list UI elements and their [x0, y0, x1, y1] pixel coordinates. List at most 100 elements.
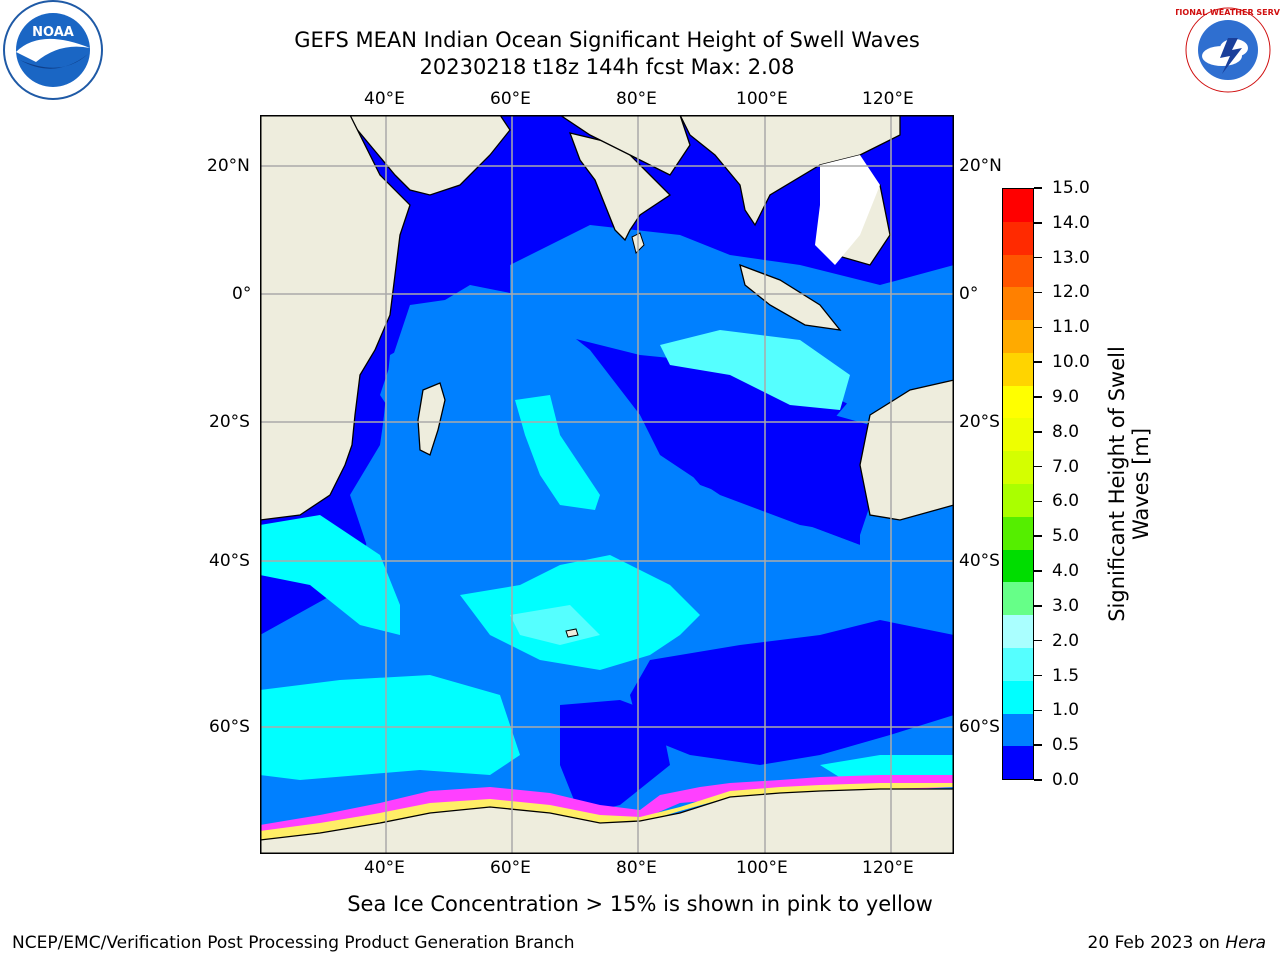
no-data-patch — [815, 155, 880, 265]
colorbar-tick-mark — [1034, 709, 1042, 712]
colorbar-label-line2: Waves [m] — [1129, 427, 1153, 541]
footer-date-text: 20 Feb 2023 on — [1087, 933, 1226, 953]
colorbar-segment — [1003, 713, 1033, 747]
lat-label-right: 40°S — [959, 551, 1000, 571]
footer-date: 20 Feb 2023 on Hera — [1088, 933, 1266, 953]
footer-machine-name: Hera — [1225, 933, 1266, 953]
lon-label-top: 100°E — [736, 89, 788, 109]
colorbar-segment — [1003, 320, 1033, 353]
colorbar-segment — [1003, 516, 1033, 550]
colorbar-tick-label: 13.0 — [1052, 247, 1090, 268]
colorbar-segment — [1003, 582, 1033, 616]
colorbar-tick-mark — [1034, 639, 1042, 642]
lon-label-bottom: 40°E — [364, 858, 405, 878]
map-title: GEFS MEAN Indian Ocean Significant Heigh… — [294, 28, 920, 52]
colorbar-tick-label: 15.0 — [1052, 178, 1090, 198]
colorbar-segment — [1003, 385, 1033, 419]
colorbar-tick-label: 7.0 — [1052, 456, 1080, 477]
lon-label-bottom: 100°E — [736, 858, 788, 878]
colorbar-tick-label: 11.0 — [1052, 317, 1090, 338]
colorbar-segment — [1003, 680, 1033, 714]
lon-label-bottom: 60°E — [490, 858, 531, 878]
colorbar-tick-mark — [1034, 222, 1042, 224]
colorbar-tick-label: 3.0 — [1052, 595, 1080, 616]
lon-label-bottom: 80°E — [616, 858, 657, 878]
land-africa — [260, 115, 411, 521]
colorbar-segment — [1003, 615, 1033, 648]
lon-label-bottom: 120°E — [862, 858, 914, 878]
colorbar-label-line1: Significant Height of Swell — [1105, 346, 1129, 622]
ocean-deep-east — [640, 395, 880, 535]
colorbar-segment — [1003, 549, 1033, 583]
ocean-mid-west — [380, 295, 490, 425]
colorbar-tick-mark — [1034, 361, 1042, 363]
colorbar-segment — [1003, 254, 1033, 288]
map-subtitle: 20230218 t18z 144h fcst Max: 2.08 — [419, 55, 795, 79]
colorbar-tick-label: 6.0 — [1052, 491, 1080, 512]
lon-label-top: 60°E — [490, 89, 531, 109]
wave-height-map — [260, 115, 954, 854]
swell-patch-east — [660, 330, 850, 410]
lat-label-right: 0° — [959, 284, 979, 304]
colorbar — [1002, 188, 1034, 780]
colorbar-segment — [1003, 418, 1033, 452]
lat-label-left: 20°S — [209, 412, 250, 432]
colorbar-tick-mark — [1034, 779, 1042, 781]
colorbar-segment — [1003, 287, 1033, 321]
land-australia — [859, 379, 954, 521]
colorbar-segment — [1003, 647, 1033, 681]
swell-patch-southwest — [260, 515, 400, 635]
colorbar-tick-mark — [1034, 256, 1042, 259]
lat-label-right: 60°S — [959, 717, 1000, 737]
colorbar-tick-label: 14.0 — [1052, 212, 1090, 233]
colorbar-tick-mark — [1034, 465, 1042, 468]
colorbar-segment — [1003, 352, 1033, 386]
colorbar-tick-label: 5.0 — [1052, 526, 1080, 547]
colorbar-tick-mark — [1034, 431, 1042, 433]
land-arabia — [260, 115, 511, 196]
colorbar-tick-label: 8.0 — [1052, 421, 1080, 442]
grid-lines — [260, 115, 954, 854]
colorbar-tick-label: 9.0 — [1052, 386, 1080, 407]
colorbar-tick-mark — [1034, 396, 1042, 398]
lat-label-right: 20°N — [959, 156, 1002, 176]
ocean-mid-central — [510, 225, 954, 415]
lon-label-top: 120°E — [862, 89, 914, 109]
noaa-logo: NOAA — [3, 0, 103, 100]
colorbar-tick-mark — [1034, 570, 1042, 572]
land-antarctica — [260, 788, 954, 854]
swell-patch-central — [515, 395, 600, 510]
lat-label-left: 40°S — [209, 551, 250, 571]
lat-label-left: 20°N — [207, 156, 250, 176]
colorbar-segment — [1003, 451, 1033, 485]
colorbar-tick-label: 0.5 — [1052, 735, 1080, 756]
colorbar-tick-mark — [1034, 326, 1042, 329]
colorbar-segment — [1003, 484, 1033, 517]
lon-label-top: 80°E — [616, 89, 657, 109]
colorbar-tick-label: 0.0 — [1052, 770, 1080, 790]
footer-credit: NCEP/EMC/Verification Post Processing Pr… — [12, 933, 575, 953]
colorbar-tick-mark — [1034, 744, 1042, 746]
colorbar-tick-label: 12.0 — [1052, 282, 1090, 303]
colorbar-tick-mark — [1034, 535, 1042, 537]
ocean-deep-southeast — [630, 620, 954, 765]
land-india — [568, 132, 672, 242]
nws-logo: NATIONAL WEATHER SERVICE — [1176, 2, 1280, 98]
colorbar-segment — [1003, 221, 1033, 255]
colorbar-tick-label: 2.0 — [1052, 630, 1080, 651]
map-frame — [260, 115, 954, 854]
sea-ice-note: Sea Ice Concentration > 15% is shown in … — [347, 892, 933, 916]
colorbar-tick-mark — [1034, 674, 1042, 677]
land-southeast-asia — [679, 115, 901, 227]
colorbar-tick-label: 4.0 — [1052, 561, 1080, 582]
colorbar-tick-label: 1.5 — [1052, 665, 1080, 686]
lat-label-right: 20°S — [959, 412, 1000, 432]
nws-logo-text: NATIONAL WEATHER SERVICE — [1176, 8, 1280, 17]
colorbar-tick-mark — [1034, 605, 1042, 607]
lon-label-top: 40°E — [364, 89, 405, 109]
colorbar-segment — [1003, 189, 1033, 222]
colorbar-segment — [1003, 746, 1033, 780]
colorbar-tick-label: 10.0 — [1052, 352, 1090, 373]
swell-patch-south — [460, 555, 700, 670]
land-madagascar — [417, 382, 446, 456]
